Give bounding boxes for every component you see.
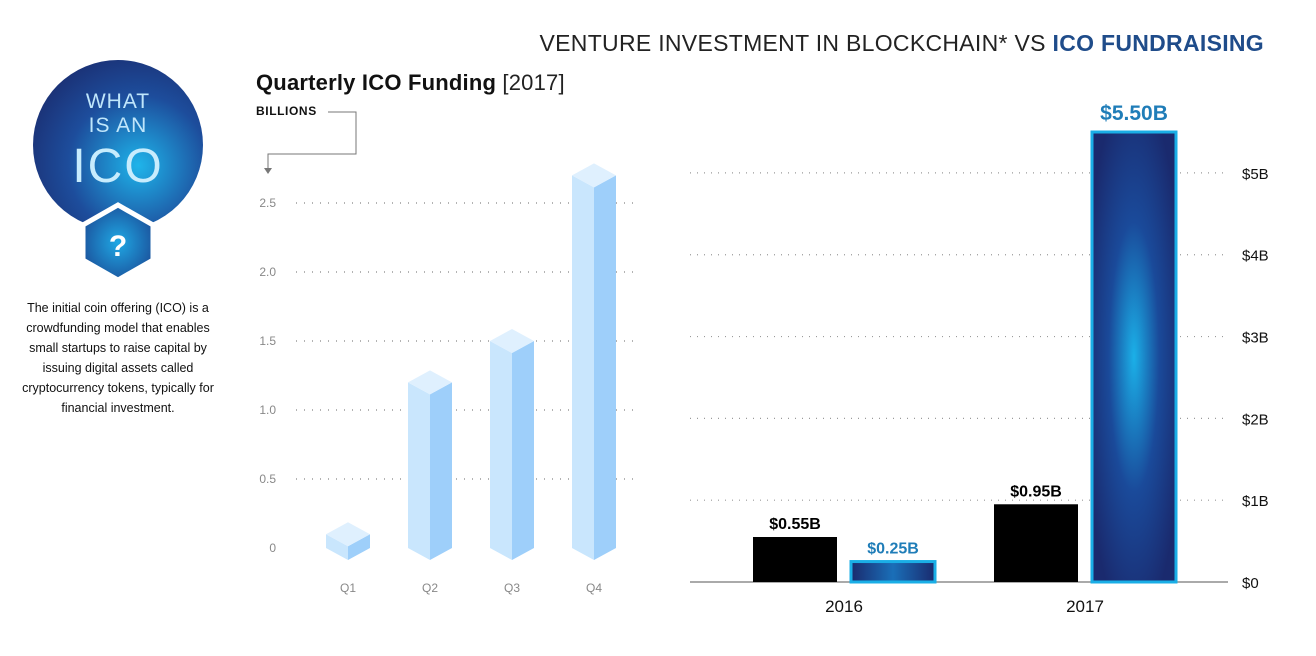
quarterly-x-tick-label: Q3 xyxy=(504,581,520,595)
quarterly-bar-right-face xyxy=(348,534,370,560)
annual-bar-value-label: $0.55B xyxy=(769,516,821,533)
annual-bar-value-label: $0.25B xyxy=(867,541,919,558)
annual-y-tick-label: $1B xyxy=(1242,493,1269,510)
quarterly-bar-q4 xyxy=(572,163,616,560)
annual-y-tick-label: $0 xyxy=(1242,575,1259,592)
quarterly-bar-q1 xyxy=(326,522,370,560)
quarterly-y-tick-label: 1.0 xyxy=(259,403,276,417)
badge-line-3: ICO xyxy=(72,140,163,193)
quarterly-chart-title: Quarterly ICO Funding [2017] xyxy=(256,70,565,96)
quarterly-bar-q2 xyxy=(408,370,452,560)
quarterly-title-year: [2017] xyxy=(502,70,565,95)
quarterly-bar-left-face xyxy=(572,175,594,560)
quarterly-y-tick-label: 2.0 xyxy=(259,265,276,279)
quarterly-x-tick-label: Q1 xyxy=(340,581,356,595)
annual-bar-2017-series-1 xyxy=(994,504,1078,582)
annual-bar-2016-series-2 xyxy=(849,560,937,584)
question-mark-icon: ? xyxy=(109,230,127,263)
what-is-an-ico-badge: WHAT IS AN ICO ? xyxy=(33,60,203,282)
quarterly-bar-left-face xyxy=(326,534,348,560)
annual-y-tick-label: $4B xyxy=(1242,248,1269,265)
quarterly-bar-right-face xyxy=(430,382,452,560)
annual-title-highlight: ICO FUNDRAISING xyxy=(1052,30,1264,56)
annual-bar-2016-series-1 xyxy=(753,537,837,582)
annual-title-vs: VS xyxy=(1014,30,1046,56)
annual-x-tick-label: 2016 xyxy=(825,597,863,616)
annual-title-main: VENTURE INVESTMENT IN BLOCKCHAIN* xyxy=(539,30,1008,56)
quarterly-bar-q3 xyxy=(490,329,534,560)
quarterly-y-tick-label: 0 xyxy=(269,541,276,555)
quarterly-y-tick-label: 2.5 xyxy=(259,196,276,210)
annual-investment-chart: $0 $1B $2B $3B $4B $5B $0.55B $0.25B $0.95B $5.5… xyxy=(690,102,1269,616)
badge-line-1: WHAT xyxy=(86,90,150,113)
annual-y-tick-label: $2B xyxy=(1242,411,1269,428)
unit-arrow-icon xyxy=(264,168,272,174)
quarterly-bar-left-face xyxy=(408,382,430,560)
annual-x-tick-label: 2017 xyxy=(1066,597,1104,616)
quarterly-y-tick-label: 1.5 xyxy=(259,334,276,348)
annual-bar-2017-series-2 xyxy=(1090,130,1178,584)
quarterly-y-tick-label: 0.5 xyxy=(259,472,276,486)
quarterly-bar-top-face xyxy=(408,370,452,395)
annual-bar-value-label: $5.50B xyxy=(1100,102,1168,125)
quarterly-bar-right-face xyxy=(594,175,616,560)
question-hexagon xyxy=(80,202,156,282)
quarterly-x-tick-label: Q4 xyxy=(586,581,602,595)
annual-y-tick-label: $5B xyxy=(1242,166,1269,183)
quarterly-bar-top-face xyxy=(490,329,534,353)
annual-y-tick-label: $3B xyxy=(1242,330,1269,347)
quarterly-ico-chart: 0 0.5 1.0 1.5 2.0 2.5 Q1 Q2 Q3 Q4 xyxy=(259,111,640,595)
quarterly-x-tick-label: Q2 xyxy=(422,581,438,595)
badge-line-2: IS AN xyxy=(89,114,148,137)
quarterly-bar-right-face xyxy=(512,341,534,560)
annual-chart-title: VENTURE INVESTMENT IN BLOCKCHAIN* VS ICO… xyxy=(540,30,1264,57)
ico-description: The initial coin offering (ICO) is a cro… xyxy=(22,301,214,415)
quarterly-bar-top-face xyxy=(326,522,370,547)
badge-circle xyxy=(33,60,203,230)
quarterly-y-unit: BILLIONS xyxy=(256,104,317,118)
quarterly-bar-left-face xyxy=(490,341,512,560)
quarterly-bar-top-face xyxy=(572,163,616,188)
quarterly-title-text: Quarterly ICO Funding xyxy=(256,70,497,95)
unit-leader-line xyxy=(267,111,357,170)
annual-bar-value-label: $0.95B xyxy=(1010,483,1062,500)
